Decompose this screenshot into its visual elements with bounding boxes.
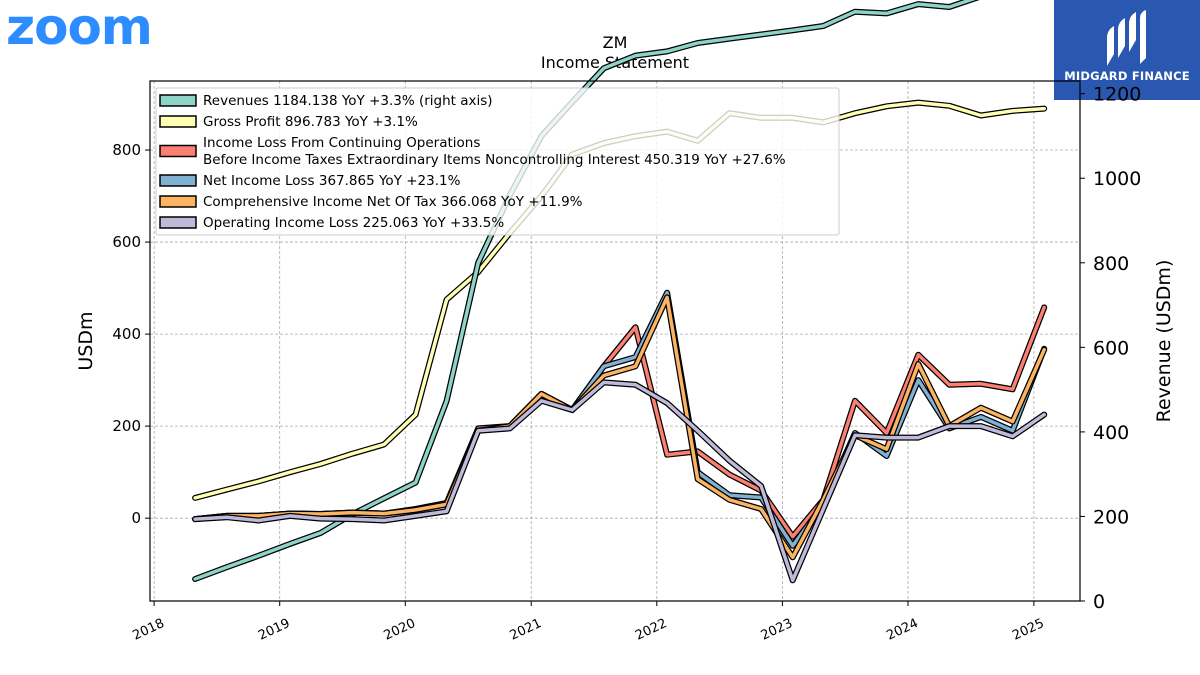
series-outline-net-income-loss [192,289,1048,549]
series-line-net-income-loss [193,290,1046,548]
legend-swatch [159,195,197,208]
legend-label: Income Loss From Continuing Operations [203,135,480,151]
legend-swatch [159,94,197,107]
legend-swatch [159,115,197,128]
x-tick-label: 2018 [130,616,166,644]
series-outline-income-loss-from-continuing-operations-b [192,304,1048,540]
y-right-tick-label: 1000 [1093,168,1141,190]
y-tick-label: 400 [112,325,141,343]
series-line-income-loss-from-continuing-operations-b [193,305,1046,539]
legend-label: Net Income Loss 367.865 YoY +23.1% [203,173,461,189]
y-axis-label: USDm [75,311,97,370]
zoom-logo: zoom [6,0,153,56]
y-axis-right-label: Revenue (USDm) [1153,260,1175,423]
y-right-tick-label: 600 [1093,337,1129,359]
y-tick-label: 600 [112,233,141,251]
legend-box [155,87,840,236]
x-tick-label: 2024 [884,616,920,644]
series-outline-revenues [192,0,980,582]
legend-label: Revenues 1184.138 YoY +3.3% (right axis) [203,93,493,109]
x-tick-label: 2025 [1010,616,1046,644]
legend-label: Before Income Taxes Extraordinary Items … [203,152,786,168]
y-right-tick-label: 400 [1093,422,1129,444]
series-line-comprehensive-income-net-of-tax [193,295,1046,560]
x-tick-label: 2022 [633,616,669,644]
series-lines [192,0,1048,584]
midgard-logo-icon [1107,10,1146,66]
legend: Revenues 1184.138 YoY +3.3% (right axis)… [155,87,840,236]
series-line-revenues [193,0,976,581]
x-tick-label: 2019 [256,616,292,644]
series-line-operating-income-loss [193,380,1046,583]
y-right-tick-label: 0 [1093,591,1105,613]
midgard-finance-badge: MIDGARD FINANCE [1054,0,1200,100]
y-tick-label: 0 [131,509,141,527]
plot-frame [149,80,1081,602]
legend-label: Gross Profit 896.783 YoY +3.1% [203,114,418,130]
legend-label: Comprehensive Income Net Of Tax 366.068 … [203,194,583,210]
y-right-tick-label: 1200 [1093,84,1141,106]
x-tick-label: 2021 [508,616,544,644]
legend-swatch [159,216,197,229]
legend-label: Operating Income Loss 225.063 YoY +33.5% [203,215,504,231]
x-tick-label: 2023 [759,616,795,644]
y-tick-label: 200 [112,417,141,435]
legend-swatch [159,144,197,158]
chart-title: ZM [603,33,628,52]
y-right-tick-label: 200 [1093,506,1129,528]
y-tick-label: 800 [112,141,141,159]
y-right-tick-label: 800 [1093,253,1129,275]
series-outline-operating-income-loss [192,379,1048,584]
midgard-finance-label: MIDGARD FINANCE [1064,69,1190,83]
legend-swatch [159,174,197,187]
x-tick-label: 2020 [382,616,418,644]
